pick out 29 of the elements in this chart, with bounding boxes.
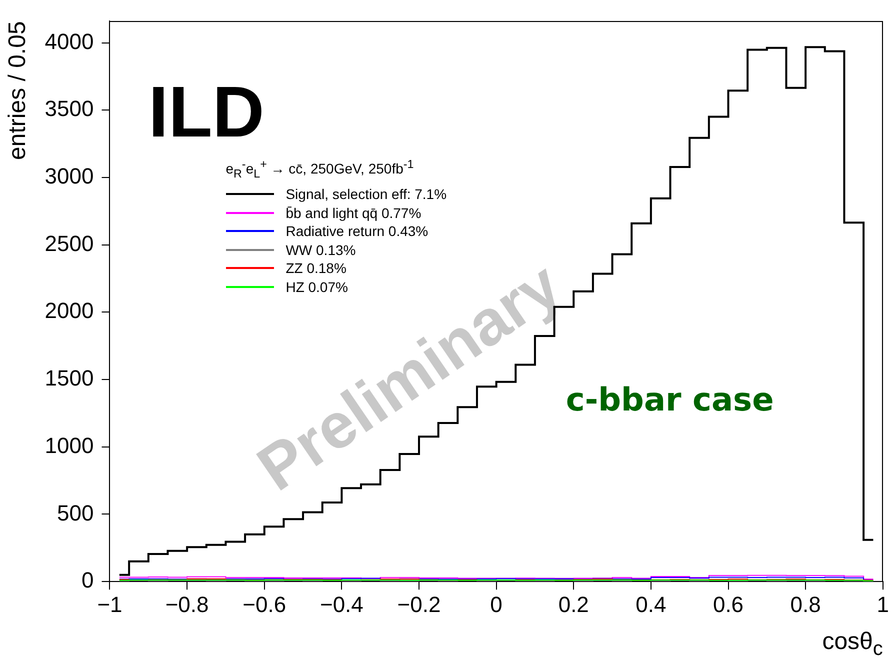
x-tick-label: 0.6: [712, 592, 744, 617]
x-tick-label: −0.6: [242, 592, 286, 617]
legend-label: Radiative return 0.43%: [286, 222, 428, 240]
x-tick-label: 0: [490, 592, 502, 617]
y-tick-label: 4000: [44, 28, 94, 54]
x-tick-label: −1: [97, 592, 122, 617]
y-tick-label: 0: [81, 568, 94, 593]
y-tick-label: 1000: [44, 432, 94, 458]
y-axis-title: entries / 0.05: [4, 21, 32, 160]
y-tick-label: 500: [57, 500, 94, 526]
annotation: ILD: [148, 72, 264, 152]
legend-label: Signal, selection eff: 7.1%: [286, 185, 447, 204]
annotation: c-bbar case: [566, 380, 774, 419]
y-tick-label: 2500: [44, 230, 94, 256]
legend-label: b̄b and light qq̄ 0.77%: [286, 204, 422, 222]
x-tick-label: 0.8: [790, 592, 821, 617]
legend-label: WW 0.13%: [286, 240, 356, 259]
y-tick-label: 3000: [44, 164, 94, 189]
x-tick-label: −0.2: [397, 592, 441, 617]
x-tick-label: −0.4: [320, 592, 364, 617]
x-tick-label: 1: [876, 592, 890, 617]
y-tick-label: 1500: [44, 366, 94, 391]
y-tick-label: 2000: [44, 298, 94, 324]
y-tick-label: 3500: [44, 96, 94, 122]
x-axis-title: cosθ$_{c}$: [822, 628, 883, 660]
legend-title: e$_{R}$$^{-}$e$_{L}$$^{+}$ → cc̄, 250GeV, 250fb$^{-1}$: [226, 156, 415, 182]
x-tick-label: −0.8: [165, 592, 209, 617]
x-tick-label: 0.2: [558, 592, 589, 617]
x-tick-label: 0.4: [636, 592, 666, 617]
